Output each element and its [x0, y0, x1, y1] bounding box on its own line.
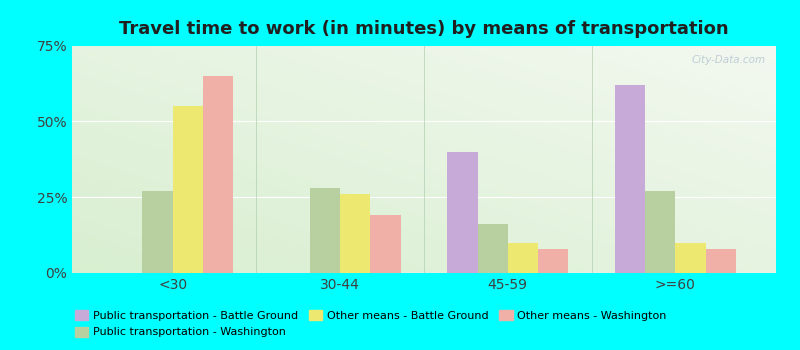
Bar: [615, 85, 646, 273]
Bar: [370, 215, 401, 273]
Bar: [646, 191, 675, 273]
Bar: [447, 152, 478, 273]
Legend: Public transportation - Battle Ground, Public transportation - Washington, Other: Public transportation - Battle Ground, P…: [70, 306, 671, 342]
Text: City-Data.com: City-Data.com: [691, 55, 766, 65]
Bar: [706, 249, 736, 273]
Bar: [310, 188, 340, 273]
Bar: [202, 76, 233, 273]
Bar: [142, 191, 173, 273]
Bar: [173, 106, 202, 273]
Bar: [508, 243, 538, 273]
Bar: [538, 249, 568, 273]
Title: Travel time to work (in minutes) by means of transportation: Travel time to work (in minutes) by mean…: [119, 20, 729, 38]
Bar: [478, 224, 508, 273]
Bar: [675, 243, 706, 273]
Bar: [340, 194, 370, 273]
